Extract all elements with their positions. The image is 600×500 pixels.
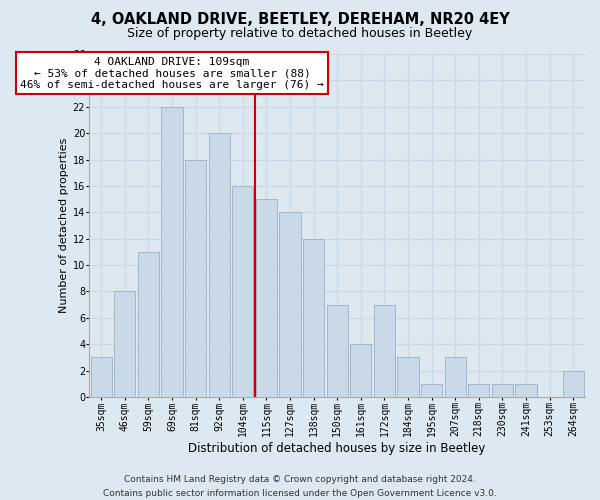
Bar — [232, 186, 253, 397]
Bar — [256, 199, 277, 397]
Bar — [326, 304, 348, 397]
Y-axis label: Number of detached properties: Number of detached properties — [59, 138, 68, 313]
Bar — [468, 384, 490, 397]
Bar — [397, 358, 419, 397]
Bar — [563, 370, 584, 397]
Bar — [303, 238, 324, 397]
Bar — [421, 384, 442, 397]
Bar — [350, 344, 371, 397]
Bar — [445, 358, 466, 397]
Bar — [280, 212, 301, 397]
Bar — [114, 292, 136, 397]
Text: 4, OAKLAND DRIVE, BEETLEY, DEREHAM, NR20 4EY: 4, OAKLAND DRIVE, BEETLEY, DEREHAM, NR20… — [91, 12, 509, 28]
Bar — [515, 384, 536, 397]
Bar — [185, 160, 206, 397]
Bar — [492, 384, 513, 397]
Text: 4 OAKLAND DRIVE: 109sqm
← 53% of detached houses are smaller (88)
46% of semi-de: 4 OAKLAND DRIVE: 109sqm ← 53% of detache… — [20, 56, 324, 90]
Bar — [374, 304, 395, 397]
Bar — [138, 252, 159, 397]
Bar — [161, 107, 182, 397]
X-axis label: Distribution of detached houses by size in Beetley: Distribution of detached houses by size … — [188, 442, 486, 455]
Bar — [91, 358, 112, 397]
Text: Size of property relative to detached houses in Beetley: Size of property relative to detached ho… — [127, 28, 473, 40]
Text: Contains HM Land Registry data © Crown copyright and database right 2024.
Contai: Contains HM Land Registry data © Crown c… — [103, 476, 497, 498]
Bar — [209, 133, 230, 397]
